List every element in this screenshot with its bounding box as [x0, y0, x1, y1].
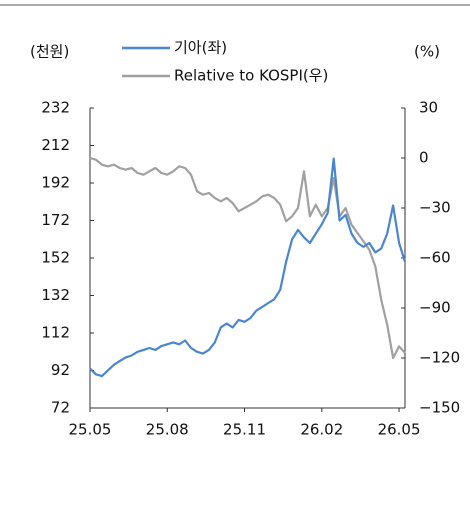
y2-tick-label: 30: [419, 99, 438, 117]
y2-tick-label: 0: [419, 149, 429, 167]
x-tick-label: 25.08: [146, 421, 189, 439]
series-line: [89, 156, 406, 360]
y-unit: (천원): [30, 43, 69, 61]
y-tick-label: 212: [41, 136, 70, 154]
y-tick-label: 172: [41, 211, 70, 229]
series-line: [89, 157, 407, 378]
y2-unit: (%): [414, 43, 440, 61]
y2-tick-label: −30: [419, 199, 451, 217]
y-tick-label: 192: [41, 174, 70, 192]
y2-tick-label: −150: [419, 399, 460, 417]
x-tick-label: 25.11: [223, 421, 266, 439]
y-tick-label: 152: [41, 249, 70, 267]
x-tick-label: 26.02: [300, 421, 343, 439]
y2-tick-label: −120: [419, 349, 460, 367]
y2-tick-label: −60: [419, 249, 451, 267]
legend-label: 기아(좌): [174, 39, 227, 57]
y-tick-label: 112: [41, 324, 70, 342]
x-tick-label: 26.05: [378, 421, 421, 439]
y-tick-label: 232: [41, 99, 70, 117]
y2-tick-label: −90: [419, 299, 451, 317]
y-tick-label: 92: [51, 361, 70, 379]
y-tick-label: 132: [41, 286, 70, 304]
y-tick-label: 72: [51, 399, 70, 417]
legend-label: Relative to KOSPI(우): [174, 67, 328, 85]
x-tick-label: 25.05: [69, 421, 112, 439]
